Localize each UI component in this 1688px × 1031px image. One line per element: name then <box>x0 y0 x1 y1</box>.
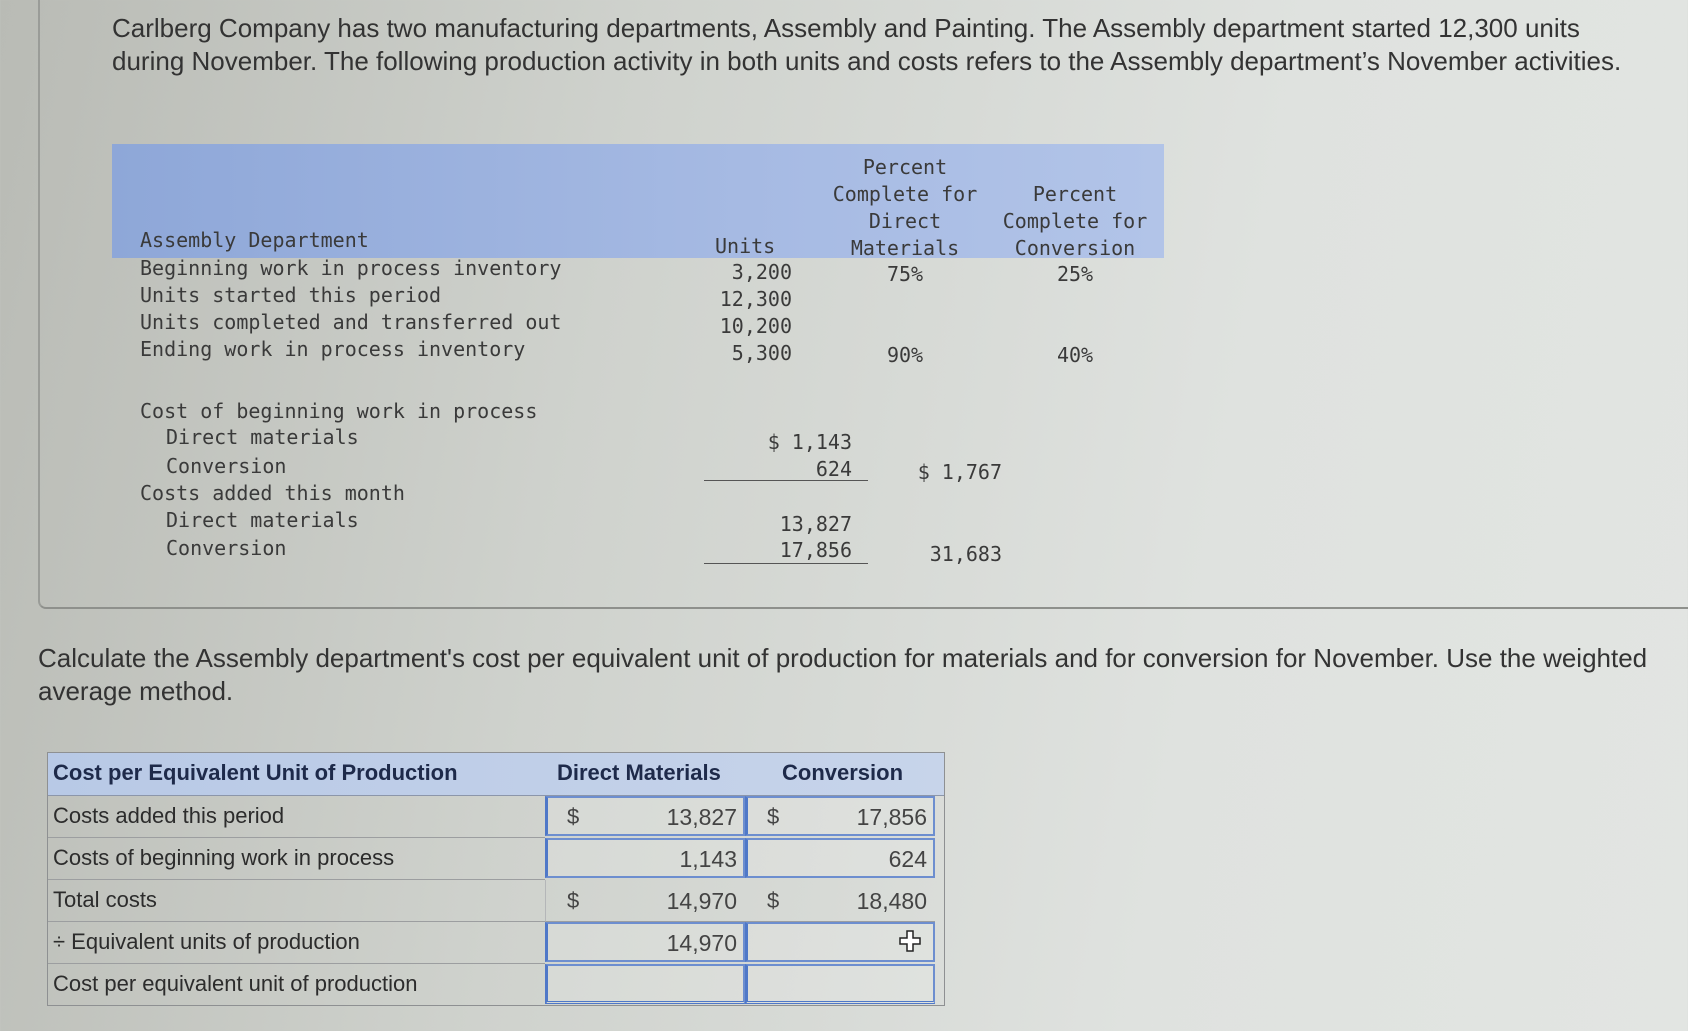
question-text: Calculate the Assembly department's cost… <box>38 643 1648 706</box>
conv-costs-added-value: 17,856 <box>856 804 927 830</box>
cost-beg-dm: $ 1,143 <box>767 430 852 454</box>
dm-total-dollar: $ <box>567 888 580 913</box>
col-conv-line3: Conversion <box>1014 236 1136 260</box>
conv-costs-beg-value: 624 <box>888 846 927 872</box>
dm-beg-wip: 75% <box>886 262 924 286</box>
col-conv-line1: Percent <box>1032 182 1118 206</box>
conv-costs-added-input[interactable] <box>745 796 935 836</box>
label-costs-beg-wip: Costs of beginning work in process <box>47 838 545 880</box>
conv-cost-per-unit-input[interactable] <box>745 964 935 1004</box>
cost-beg-conv: 624 <box>815 457 852 481</box>
label-cost-per-unit: Cost per equivalent unit of production <box>47 964 545 1006</box>
conv-total-dollar: $ <box>767 888 780 913</box>
units-end-wip: 5,300 <box>731 341 792 365</box>
units-completed: 10,200 <box>719 314 792 338</box>
conv-end-wip: 40% <box>1056 343 1094 367</box>
cost-add-dm-label: Direct materials <box>166 508 359 532</box>
units-started: 12,300 <box>719 287 792 311</box>
units-beg-wip: 3,200 <box>731 260 792 284</box>
label-equiv-units: ÷ Equivalent units of production <box>47 922 545 964</box>
label-costs-added: Costs added this period <box>47 796 545 838</box>
cost-add-conv-label: Conversion <box>166 536 287 560</box>
conv-costs-beg-input[interactable] <box>745 838 935 878</box>
dm-costs-added-input[interactable] <box>545 796 745 836</box>
row-label-end-wip: Ending work in process inventory <box>140 337 526 361</box>
row-label-completed: Units completed and transferred out <box>140 310 562 334</box>
conv-equiv-units-input[interactable] <box>745 922 935 962</box>
cost-beg-total: $ 1,767 <box>917 460 1002 484</box>
row-label-started: Units started this period <box>140 283 442 307</box>
cost-add-conv: 17,856 <box>779 538 852 562</box>
dm-cost-per-unit-input[interactable] <box>545 964 745 1004</box>
dm-costs-beg-input[interactable] <box>545 838 745 878</box>
col-conv-answer-header: Conversion <box>782 760 904 785</box>
dm-equiv-units-input[interactable] <box>545 922 745 962</box>
col-dm-line1: Percent <box>862 155 948 179</box>
col-dm-answer-header: Direct Materials <box>557 760 721 785</box>
col-units-header: Units <box>715 234 776 258</box>
dm-equiv-units-value: 14,970 <box>666 930 737 956</box>
col-conv-line2: Complete for <box>1002 209 1148 233</box>
conv-total-value: 18,480 <box>856 888 927 914</box>
col-conv-header: Percent Complete for Conversion <box>990 181 1160 262</box>
cost-added-label: Costs added this month <box>140 481 405 505</box>
col-dm-header: Percent Complete for Direct Materials <box>820 154 990 262</box>
dept-title: Assembly Department <box>140 228 369 252</box>
intro-text: Carlberg Company has two manufacturing d… <box>112 13 1622 76</box>
cost-add-total: 31,683 <box>929 542 1002 566</box>
dm-costs-beg-value: 1,143 <box>679 846 737 872</box>
dm-costs-added-value: 13,827 <box>666 804 737 830</box>
col-dm-line3: Direct <box>868 209 942 233</box>
answer-header-row <box>47 752 945 796</box>
conv-beg-wip: 25% <box>1056 262 1094 286</box>
row-label-beg-wip: Beginning work in process inventory <box>140 256 562 280</box>
cost-beg-conv-label: Conversion <box>166 454 287 478</box>
cost-add-dm: 13,827 <box>779 512 852 536</box>
problem-card <box>38 0 1688 609</box>
label-total-costs: Total costs <box>47 880 545 922</box>
beg-subtotal-rule <box>704 480 868 481</box>
total-row-divider <box>545 880 935 922</box>
conv-costs-added-dollar: $ <box>767 804 780 829</box>
cost-beg-label: Cost of beginning work in process <box>140 399 538 423</box>
table-header-bar <box>112 144 1164 258</box>
answer-header-title: Cost per Equivalent Unit of Production <box>53 760 458 785</box>
cost-beg-dm-label: Direct materials <box>166 425 359 449</box>
col-dm-line2: Complete for <box>832 182 978 206</box>
dm-end-wip: 90% <box>886 343 924 367</box>
answer-table: Cost per Equivalent Unit of Production D… <box>47 752 945 1010</box>
dm-costs-added-dollar: $ <box>567 804 580 829</box>
plus-cursor-icon <box>899 930 921 952</box>
dm-total-value: 14,970 <box>666 888 737 914</box>
col-dm-line4: Materials <box>850 236 960 260</box>
add-subtotal-rule <box>704 563 868 564</box>
